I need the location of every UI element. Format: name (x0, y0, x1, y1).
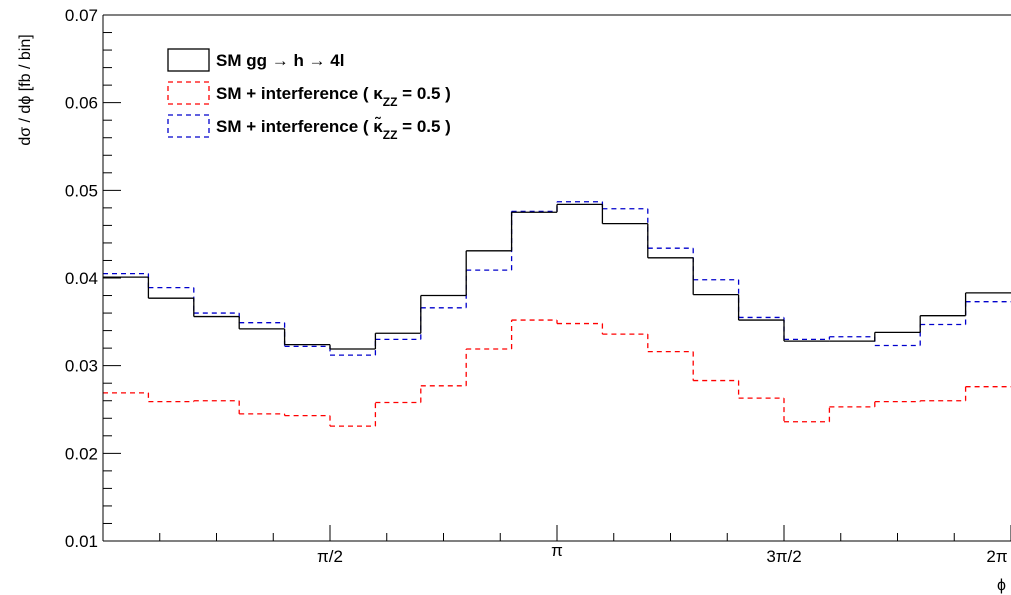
x-axis-title: ϕ (997, 577, 1006, 594)
legend-swatch-1 (167, 81, 210, 105)
series-1 (103, 319, 1011, 427)
axes-layer: 0.01 0.02 0.03 0.04 0.05 0.06 0.07 π/2 π 3π/2 2π (65, 6, 1011, 566)
y-tick-label: 0.04 (65, 269, 98, 288)
y-tick-label: 0.03 (65, 357, 98, 376)
x-tick-label: π (551, 541, 563, 560)
legend-swatch-2 (167, 114, 210, 138)
y-axis-title: dσ / dϕ [fb / bin] (17, 34, 34, 145)
legend-label-0: SM gg → h → 4l (216, 51, 344, 70)
y-tick-label: 0.01 (65, 532, 98, 551)
y-tick-label: 0.05 (65, 181, 98, 200)
x-tick-label: 2π (986, 547, 1007, 566)
series-layer (103, 201, 1011, 427)
legend: SM gg → h → 4l SM + interference ( κZZ = … (167, 48, 451, 142)
x-tick-label: π/2 (317, 547, 343, 566)
y-tick-label: 0.07 (65, 6, 98, 25)
legend-label-2: SM + interference ( κ̃ZZ = 0.5 ) (216, 116, 451, 142)
y-tick-label: 0.06 (65, 94, 98, 113)
series-0 (103, 203, 1011, 350)
x-tick-label: 3π/2 (766, 547, 801, 566)
legend-label-1: SM + interference ( κZZ = 0.5 ) (216, 84, 451, 109)
legend-swatch-0 (167, 48, 210, 72)
y-tick-label: 0.02 (65, 444, 98, 463)
